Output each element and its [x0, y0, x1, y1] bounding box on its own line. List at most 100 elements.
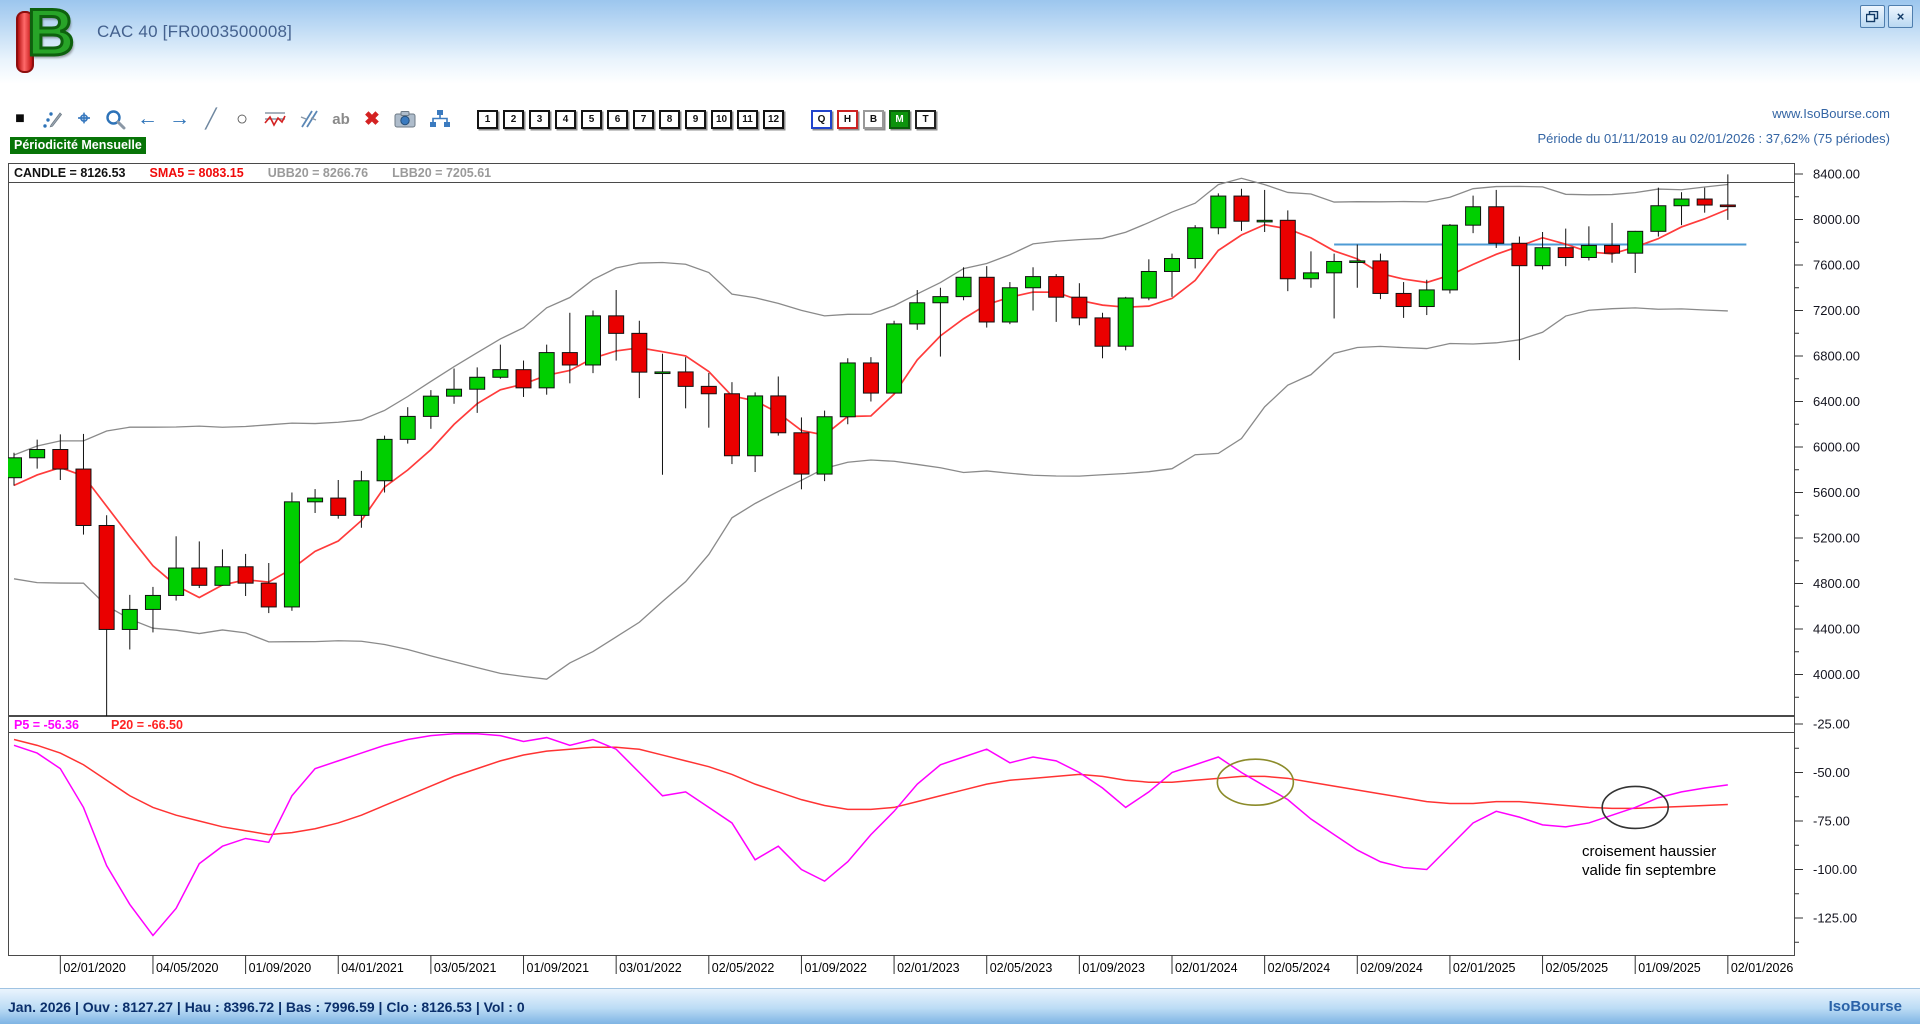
text-tool-icon[interactable]: ab	[332, 110, 350, 128]
hatch-pattern-icon[interactable]	[298, 107, 320, 131]
ohlc-status: Jan. 2026 | Ouv : 8127.27 | Hau : 8396.7…	[8, 998, 525, 1015]
close-button[interactable]: ×	[1888, 5, 1913, 28]
svg-text:02/05/2025: 02/05/2025	[1546, 961, 1609, 975]
interval-button-4[interactable]: 4	[555, 109, 576, 129]
color-swatch-icon[interactable]: ■	[15, 110, 25, 127]
indicator-chart-icon[interactable]	[263, 107, 287, 131]
ellipse-tool-icon[interactable]: ○	[235, 107, 249, 130]
website-link[interactable]: www.IsoBourse.com	[1772, 106, 1890, 121]
legend-candle: CANDLE = 8126.53	[14, 166, 126, 180]
timeframe-button-B[interactable]: B	[863, 109, 884, 129]
interval-button-10[interactable]: 10	[711, 109, 732, 129]
svg-text:04/01/2021: 04/01/2021	[341, 961, 404, 975]
isobourse-logo: B	[14, 0, 90, 76]
svg-text:02/05/2023: 02/05/2023	[990, 961, 1053, 975]
period-info: Période du 01/11/2019 au 02/01/2026 : 37…	[1537, 131, 1890, 146]
delete-tool-icon[interactable]: ✖	[364, 108, 380, 130]
interval-button-8[interactable]: 8	[659, 109, 680, 129]
svg-text:01/09/2022: 01/09/2022	[804, 961, 867, 975]
svg-text:01/09/2023: 01/09/2023	[1082, 961, 1145, 975]
svg-text:01/09/2021: 01/09/2021	[527, 961, 590, 975]
svg-text:7200.00: 7200.00	[1813, 303, 1860, 318]
window-controls: ×	[1860, 5, 1913, 28]
legend-sma5: SMA5 = 8083.15	[149, 166, 244, 180]
restore-button[interactable]	[1860, 5, 1885, 28]
oscillator-panel	[8, 716, 1795, 956]
oscillator-axis: -25.00 -50.00 -75.00 -100.00 -125.00	[1794, 717, 1857, 943]
interval-button-5[interactable]: 5	[581, 109, 602, 129]
arrow-left-icon[interactable]: ←	[137, 107, 158, 130]
logo-red-bar	[16, 11, 34, 73]
svg-text:4800.00: 4800.00	[1813, 576, 1860, 591]
svg-text:02/09/2024: 02/09/2024	[1360, 961, 1423, 975]
chart-annotation: croisement haussier valide fin septembre	[1582, 842, 1716, 880]
svg-text:04/05/2020: 04/05/2020	[156, 961, 219, 975]
svg-text:-50.00: -50.00	[1813, 765, 1850, 780]
brand-label: IsoBourse	[1828, 998, 1902, 1015]
restore-icon	[1866, 10, 1879, 22]
upper-bollinger-band	[13, 177, 1728, 456]
svg-text:6800.00: 6800.00	[1813, 349, 1860, 364]
freehand-draw-icon[interactable]	[41, 107, 63, 131]
interval-button-6[interactable]: 6	[607, 109, 628, 129]
svg-text:4000.00: 4000.00	[1813, 667, 1860, 682]
timeframe-button-T[interactable]: T	[915, 109, 936, 129]
svg-text:03/05/2021: 03/05/2021	[434, 961, 497, 975]
toolbar: ■ ⌖ ← → ╱ ○	[10, 103, 936, 135]
svg-text:8000.00: 8000.00	[1813, 212, 1860, 227]
zoom-icon[interactable]	[105, 107, 126, 131]
interval-button-11[interactable]: 11	[737, 109, 758, 129]
timeframe-button-M[interactable]: M	[889, 109, 910, 129]
interval-button-1[interactable]: 1	[477, 109, 498, 129]
crossing-ellipse-2	[1601, 785, 1669, 830]
oscillator-legend: P5 = -56.36 P20 = -66.50	[14, 718, 183, 732]
svg-text:02/01/2025: 02/01/2025	[1453, 961, 1516, 975]
svg-text:-125.00: -125.00	[1813, 911, 1857, 926]
main-legend: CANDLE = 8126.53 SMA5 = 8083.15 UBB20 = …	[14, 166, 491, 180]
logo-letter: B	[26, 0, 77, 71]
svg-text:02/01/2024: 02/01/2024	[1175, 961, 1238, 975]
legend-lbb20: LBB20 = 7205.61	[392, 166, 492, 180]
interval-button-9[interactable]: 9	[685, 109, 706, 129]
svg-text:02/01/2020: 02/01/2020	[63, 961, 126, 975]
timeframe-button-H[interactable]: H	[837, 109, 858, 129]
main-panel	[8, 163, 1795, 716]
p20-line	[13, 738, 1728, 836]
interval-button-7[interactable]: 7	[633, 109, 654, 129]
legend-ubb20: UBB20 = 8266.76	[267, 166, 369, 180]
main-chart[interactable]: 8400.00 8000.00 7600.00 7200.00 6800.00 6400.…	[8, 163, 1890, 716]
lower-bollinger-band	[13, 307, 1728, 680]
svg-text:-75.00: -75.00	[1813, 814, 1850, 829]
svg-text:-25.00: -25.00	[1813, 717, 1850, 732]
candles	[8, 174, 1736, 716]
camera-icon[interactable]	[393, 107, 417, 131]
interval-button-3[interactable]: 3	[529, 109, 550, 129]
titlebar: B CAC 40 [FR0003500008] ×	[0, 0, 1920, 84]
interval-buttons: 1 2 3 4 5 6 7 8 9 10 11 12	[477, 109, 784, 129]
svg-text:5600.00: 5600.00	[1813, 485, 1860, 500]
periodicity-chip[interactable]: Périodicité Mensuelle	[10, 137, 146, 154]
status-bar: Jan. 2026 | Ouv : 8127.27 | Hau : 8396.7…	[0, 988, 1920, 1024]
annotation-line2: valide fin septembre	[1582, 862, 1717, 879]
interval-button-12[interactable]: 12	[763, 109, 784, 129]
svg-text:5200.00: 5200.00	[1813, 531, 1860, 546]
p5-line	[13, 732, 1728, 937]
timeframe-button-Q[interactable]: Q	[811, 109, 832, 129]
legend-p5: P5 = -56.36	[14, 718, 79, 732]
interval-button-2[interactable]: 2	[503, 109, 524, 129]
svg-text:02/01/2023: 02/01/2023	[897, 961, 960, 975]
svg-text:6400.00: 6400.00	[1813, 394, 1860, 409]
svg-text:02/05/2022: 02/05/2022	[712, 961, 775, 975]
crossing-ellipse-1	[1216, 758, 1295, 807]
oscillator-chart[interactable]: -25.00 -50.00 -75.00 -100.00 -125.00 02/01/20…	[8, 716, 1890, 988]
svg-text:02/01/2026: 02/01/2026	[1731, 961, 1794, 975]
window-title: CAC 40 [FR0003500008]	[97, 22, 293, 41]
trendline-tool-icon[interactable]: ╱	[205, 108, 217, 130]
arrow-right-icon[interactable]: →	[169, 107, 190, 130]
annotation-line1: croisement haussier	[1582, 843, 1717, 860]
workspace-tree-icon[interactable]	[428, 107, 452, 131]
date-axis: 02/01/2020 04/05/2020 01/09/2020 04/01/2021…	[59, 955, 1794, 975]
svg-text:6000.00: 6000.00	[1813, 440, 1860, 455]
crosshair-icon[interactable]: ⌖	[78, 107, 90, 130]
